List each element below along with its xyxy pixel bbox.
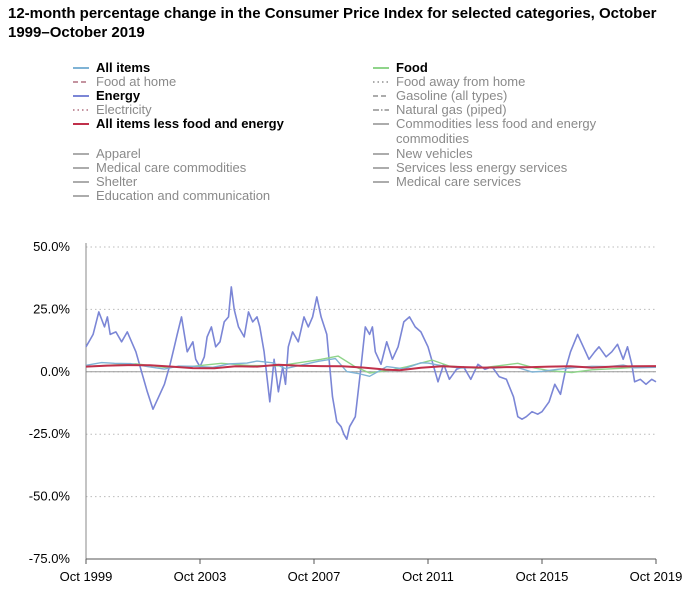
legend-item-education-and-communication[interactable]: Education and communication [72,188,270,203]
legend-swatch [73,181,89,183]
y-tick-label: 0.0% [40,364,70,379]
legend-label: Commodities less food and energy commodi… [396,116,597,146]
y-tick-label: 25.0% [33,301,70,316]
legend-item-medical-care-services[interactable]: Medical care services [372,174,521,189]
legend-swatch [73,167,89,169]
legend-swatch [73,67,89,69]
legend-item-gasoline-all-types[interactable]: Gasoline (all types) [372,88,507,103]
legend-label: All items [96,60,151,75]
legend-label: New vehicles [396,146,473,161]
legend-label: Shelter [96,174,138,189]
x-tick-label: Oct 2007 [288,569,341,584]
legend-swatch [73,95,89,97]
legend-swatch [373,153,389,155]
legend-label: Services less energy services [396,160,568,175]
legend-swatch [373,167,389,169]
legend-label: Medical care commodities [96,160,247,175]
y-tick-label: -75.0% [29,551,71,566]
legend-item-all-items-less-food-and-energy[interactable]: All items less food and energy [72,116,284,131]
legend-label: All items less food and energy [96,116,284,131]
legend-item-electricity[interactable]: Electricity [72,102,152,117]
legend-label: Energy [96,88,141,103]
legend-item-apparel[interactable]: Apparel [72,146,141,161]
legend-item-shelter[interactable]: Shelter [72,174,137,189]
x-tick-label: Oct 2015 [516,569,569,584]
legend-swatch [73,153,89,155]
legend-swatch [73,195,89,197]
y-tick-label: 50.0% [33,239,70,254]
legend-item-energy[interactable]: Energy [72,88,140,103]
legend-label: Medical care services [396,174,521,189]
legend: All items Food Food at home Food away from … [0,0,700,220]
legend-label: Electricity [96,102,152,117]
legend-item-new-vehicles[interactable]: New vehicles [372,146,473,161]
x-tick-label: Oct 2003 [174,569,227,584]
axes [85,243,657,564]
chart-title: 12-month percentage change in the Consum… [8,5,657,41]
legend-item-services-less-energy-services[interactable]: Services less energy services [372,160,567,175]
legend-item-medical-care-commodities[interactable]: Medical care commodities [72,160,246,175]
legend-label: Food [396,60,428,75]
legend-item-food[interactable]: Food [372,60,428,75]
y-tick-label: -25.0% [29,426,71,441]
legend-label: Food away from home [396,74,526,89]
legend-swatch [373,95,389,97]
legend-swatch [373,123,389,125]
x-tick-label: Oct 2019 [630,569,683,584]
legend-label: Apparel [96,146,141,161]
legend-item-food-away-from-home[interactable]: Food away from home [372,74,525,89]
legend-label: Natural gas (piped) [396,102,507,117]
series-line-all-items-less-food-and-energy[interactable] [85,363,657,372]
y-tick-label: -50.0% [29,489,71,504]
series-line-energy[interactable] [85,286,657,441]
legend-swatch [73,123,89,125]
legend-item-commodities-less-food-and-energy-commodities[interactable]: Commodities less food and energy commodi… [372,116,636,146]
legend-swatch [73,81,89,83]
x-tick-label: Oct 2011 [402,569,454,584]
legend-item-all-items[interactable]: All items [72,60,150,75]
series-layer [85,286,657,441]
legend-item-natural-gas-piped[interactable]: Natural gas (piped) [372,102,507,117]
x-tick-label: Oct 1999 [60,569,113,584]
legend-swatch [373,67,389,69]
legend-item-food-at-home[interactable]: Food at home [72,74,176,89]
legend-label: Gasoline (all types) [396,88,508,103]
legend-label: Education and communication [96,188,271,203]
tick-labels: 50.0% 25.0% 0.0% -25.0% -50.0% -75.0% Oct 1999… [29,239,683,584]
legend-label: Food at home [96,74,177,89]
legend-swatch [373,181,389,183]
series-line-all-items[interactable] [85,357,657,377]
legend-swatch [373,109,389,111]
